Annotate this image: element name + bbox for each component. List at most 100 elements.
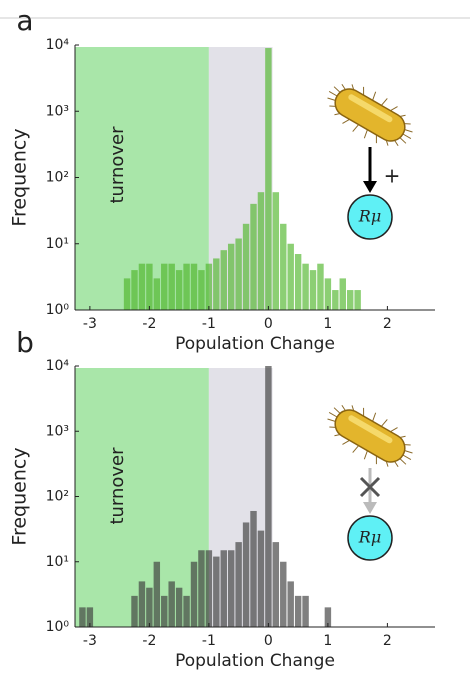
histogram-bar bbox=[198, 270, 204, 310]
histogram-bar bbox=[228, 244, 234, 310]
y-tick-label: 10² bbox=[46, 170, 69, 186]
histogram-bar bbox=[258, 192, 264, 310]
panel: turnover 10⁰ 10¹ 10² 10³ 10⁴ -3 -2 -1 0 1 2 Populati… bbox=[9, 4, 436, 354]
histogram-bar bbox=[235, 239, 241, 310]
histogram-bar bbox=[340, 278, 346, 310]
x-tick-label: -1 bbox=[202, 316, 216, 332]
histogram-bar bbox=[250, 511, 256, 627]
histogram-bar bbox=[154, 562, 160, 627]
histogram-bar bbox=[258, 531, 264, 627]
histogram-bar bbox=[139, 264, 145, 310]
histogram-bar bbox=[221, 250, 227, 310]
histogram-bar bbox=[213, 557, 219, 627]
histogram-bar bbox=[243, 522, 249, 627]
panel-label: a bbox=[16, 4, 33, 37]
flagellum bbox=[353, 124, 359, 132]
flagellum bbox=[371, 92, 377, 100]
histogram-bar bbox=[79, 607, 85, 627]
y-tick-label: 10¹ bbox=[46, 554, 69, 570]
panel-label: b bbox=[16, 326, 34, 359]
node-label: Rμ bbox=[358, 207, 381, 226]
x-tick-label: -2 bbox=[142, 316, 156, 332]
y-tick-label: 10³ bbox=[46, 103, 69, 119]
x-tick-label: 1 bbox=[323, 633, 332, 649]
histogram-bar bbox=[243, 224, 249, 310]
histogram-bar bbox=[146, 264, 152, 310]
flagellum bbox=[382, 419, 388, 427]
x-tick-label: 2 bbox=[383, 316, 392, 332]
x-tick-label: -3 bbox=[83, 633, 97, 649]
x-tick-label: 0 bbox=[264, 316, 273, 332]
histogram-bar bbox=[191, 562, 197, 627]
x-tick-label: -3 bbox=[83, 316, 97, 332]
x-tick-label: 1 bbox=[323, 316, 332, 332]
histogram-bar bbox=[265, 48, 271, 310]
histogram-bar bbox=[235, 542, 241, 627]
flagellum bbox=[382, 98, 388, 106]
cell-body bbox=[330, 405, 410, 467]
x-tick-label: -1 bbox=[202, 633, 216, 649]
histogram-bar bbox=[302, 596, 308, 627]
flagellum bbox=[363, 130, 369, 138]
figure: turnover 10⁰ 10¹ 10² 10³ 10⁴ -3 -2 -1 0 1 2 Populati… bbox=[0, 0, 470, 670]
histogram-bar bbox=[154, 278, 160, 310]
histogram-bar bbox=[206, 264, 212, 310]
y-tick-label: 10⁰ bbox=[46, 302, 70, 318]
histogram-bar bbox=[302, 264, 308, 310]
histogram-bar bbox=[161, 596, 167, 627]
histogram-bar bbox=[280, 562, 286, 627]
histogram-bar bbox=[206, 550, 212, 627]
histogram-bar bbox=[250, 204, 256, 310]
histogram-bar bbox=[310, 270, 316, 310]
histogram-bar bbox=[176, 270, 182, 310]
histogram-bar bbox=[183, 264, 189, 310]
histogram-bar bbox=[176, 588, 182, 627]
arrow-head bbox=[363, 502, 377, 514]
x-axis-label: Population Change bbox=[175, 334, 335, 354]
histogram-bar bbox=[265, 366, 271, 627]
histogram-bar bbox=[325, 278, 331, 310]
histogram-bar bbox=[146, 588, 152, 627]
histogram-bar bbox=[131, 270, 137, 310]
histogram-bar bbox=[332, 290, 338, 310]
x-axis-label: Population Change bbox=[175, 651, 335, 670]
flagellum bbox=[363, 451, 369, 459]
sign-label: + bbox=[384, 164, 401, 188]
histogram-bar bbox=[124, 278, 130, 310]
y-tick-label: 10⁴ bbox=[46, 358, 70, 374]
histogram-bar bbox=[317, 264, 323, 310]
y-axis-label: Frequency bbox=[9, 447, 31, 545]
x-tick-label: -2 bbox=[142, 633, 156, 649]
histogram-bar bbox=[168, 264, 174, 310]
x-tick-label: 0 bbox=[264, 633, 273, 649]
histogram-bar bbox=[354, 290, 360, 310]
bacterium-icon bbox=[318, 393, 423, 480]
histogram-bar bbox=[295, 254, 301, 310]
histogram-bar bbox=[280, 224, 286, 310]
flagellum bbox=[353, 445, 359, 453]
bacterium-icon bbox=[318, 72, 423, 159]
y-tick-label: 10¹ bbox=[46, 236, 69, 252]
histogram-bar bbox=[273, 542, 279, 627]
histogram-bar bbox=[198, 550, 204, 627]
histogram-bar bbox=[191, 264, 197, 310]
y-tick-label: 10² bbox=[46, 489, 69, 505]
y-tick-label: 10⁴ bbox=[46, 37, 70, 53]
histogram-bar bbox=[183, 596, 189, 627]
region-label: turnover bbox=[107, 126, 128, 204]
cell-body bbox=[330, 84, 410, 146]
node-label: Rμ bbox=[358, 528, 381, 547]
histogram-bar bbox=[131, 596, 137, 627]
y-tick-label: 10³ bbox=[46, 423, 69, 439]
histogram-bar bbox=[287, 581, 293, 627]
histogram-bar bbox=[213, 258, 219, 310]
y-axis-label: Frequency bbox=[9, 128, 31, 226]
arrow-head bbox=[363, 181, 377, 193]
histogram-bar bbox=[221, 550, 227, 627]
region-label: turnover bbox=[107, 447, 128, 525]
histogram-bar bbox=[273, 192, 279, 310]
histogram-bar bbox=[347, 290, 353, 310]
histogram-bar bbox=[161, 264, 167, 310]
histogram-bar bbox=[295, 596, 301, 627]
